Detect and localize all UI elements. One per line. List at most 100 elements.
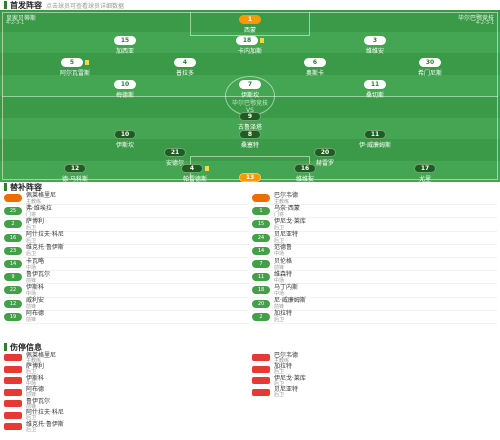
sub-row[interactable]: 12 威利安 前锋 [4, 297, 249, 311]
sub-row[interactable]: 1 乌奈·西蒙 门将 [252, 205, 497, 219]
away-player-8[interactable]: 8 桑塞特 [215, 130, 285, 149]
sub-row[interactable]: 11 维森特 中场 [252, 271, 497, 285]
player-badge-row: 5 [61, 58, 89, 67]
sub-row[interactable]: 2 萨博利 后卫 [4, 218, 249, 232]
injury-position: 后卫 [274, 380, 285, 387]
injury-info: 阿什拉夫·科尼 后卫 [26, 409, 64, 421]
sub-info: 卡瓦略 中场 [26, 258, 44, 271]
shirt-number: 3 [364, 36, 386, 45]
injury-row[interactable]: 萨博利 后卫 [4, 363, 249, 376]
home-player-8[interactable]: 30 希门尼斯 [395, 58, 465, 77]
sub-position: 后卫 [274, 224, 285, 231]
shirt-number-badge: 2 [4, 220, 22, 229]
sub-position: 后卫 [274, 238, 285, 245]
sub-info: 伊斯科 中场 [26, 284, 44, 297]
yellow-card-icon [260, 38, 264, 43]
shirt-number: 18 [236, 36, 258, 45]
shirt-number-badge: 11 [252, 273, 270, 282]
home-player-5[interactable]: 5 阿尔瓦雷斯 [40, 58, 110, 77]
injury-row[interactable]: 巴尔韦德 主教练 [252, 352, 497, 364]
player-badge-row: 6 [304, 58, 326, 67]
away-player-20[interactable]: 20 赫雷罗 [290, 148, 360, 167]
home-player-10[interactable]: 7 伊斯坎 [215, 80, 285, 99]
home-player-9[interactable]: 10 梅德斯 [90, 80, 160, 99]
sub-position: 门将 [274, 211, 285, 218]
sub-row[interactable]: 19 阿布德 前锋 [4, 310, 249, 324]
away-player-12[interactable]: 12 德·马科斯 [40, 164, 110, 182]
injury-row[interactable]: 阿布德 前锋 [4, 386, 249, 399]
injury-row[interactable]: 贝尼亚特 后卫 [252, 386, 497, 399]
injury-row[interactable]: 阿什拉夫·科尼 后卫 [4, 409, 249, 422]
away-player-16[interactable]: 16 维维安 [270, 164, 340, 182]
injury-header: 伤停信息 [0, 342, 500, 352]
injury-icon [4, 423, 22, 431]
pitch-center-line1: 毕尔巴鄂竞技 [231, 100, 268, 107]
injury-name: 伊斯科 [26, 374, 45, 382]
player-badge-row: 4 [181, 164, 209, 173]
away-team-label: 毕尔巴鄂竞技 [457, 15, 494, 22]
injury-row[interactable]: 伊斯科 中场 [4, 375, 249, 387]
away-player-21[interactable]: 21 安德尔 [140, 148, 210, 167]
away-player-10[interactable]: 10 伊斯坎 [90, 130, 160, 149]
injury-row[interactable]: 加拉特 后卫 [252, 363, 497, 376]
home-player-4[interactable]: 3 维维安 [340, 36, 410, 55]
sub-name: 加拉特 [274, 310, 293, 318]
injury-row[interactable]: 伊尼戈·莱库 后卫 [252, 375, 497, 387]
injury-row[interactable]: 维克托·鲁伊斯 后卫 [4, 421, 249, 433]
sub-info: 威利安 前锋 [26, 297, 44, 310]
sub-row[interactable]: 23 维克托·鲁伊斯 后卫 [4, 244, 249, 258]
away-player-17[interactable]: 17 尤里 [390, 164, 460, 182]
sub-name: 威利安 [26, 297, 45, 305]
sub-row[interactable]: 2 加拉特 后卫 [252, 310, 497, 324]
injury-name: 巴尔韦德 [274, 351, 299, 359]
sub-row[interactable]: 14 范德鲁 中场 [252, 244, 497, 258]
sub-row[interactable]: 巴尔韦德 主教练 [252, 191, 497, 206]
sub-position: 后卫 [26, 238, 37, 245]
injury-info: 伊尼戈·莱库 后卫 [274, 375, 306, 387]
sub-position: 中场 [274, 290, 285, 297]
sub-row[interactable]: 22 伊斯科 中场 [4, 284, 249, 298]
yellow-card-icon [205, 166, 209, 171]
sub-row[interactable]: 15 伊尼戈·莱库 后卫 [252, 217, 497, 232]
pitch-center-line2: VS [246, 107, 254, 114]
sub-row[interactable]: 24 贝尼亚特 后卫 [252, 231, 497, 245]
home-player-11[interactable]: 11 桑切斯 [340, 80, 410, 99]
sub-row[interactable]: 20 尼·威廉姆斯 前锋 [252, 297, 497, 311]
away-player-11[interactable]: 11 伊·威廉姆斯 [340, 130, 410, 149]
home-player-2[interactable]: 15 加西亚 [90, 36, 160, 55]
shirt-number-badge: 12 [4, 299, 22, 308]
sub-info: 范德鲁 中场 [274, 244, 292, 257]
player-name: 维维安 [365, 48, 384, 55]
home-player-3[interactable]: 18 卡内加斯 [215, 36, 285, 55]
injury-name: 阿什拉夫·科尼 [26, 409, 64, 417]
section-bar [4, 183, 7, 191]
sub-info: 贝伦格 前锋 [274, 258, 292, 271]
injury-info: 萨博利 后卫 [26, 363, 44, 375]
away-player-13[interactable]: 13 [215, 173, 285, 182]
away-player-9[interactable]: 9 古鲁泽塔 [215, 112, 285, 131]
sub-row[interactable]: 25 弗·维埃拉 门将 [4, 205, 249, 219]
shirt-number: 11 [364, 80, 386, 89]
shirt-number: 15 [114, 36, 136, 45]
home-player-7[interactable]: 6 奥斯卡 [280, 58, 350, 77]
sub-row[interactable]: 9 鲁伊瓦尔 前锋 [4, 271, 249, 285]
injury-icon [4, 365, 22, 373]
home-player-1[interactable]: 1 西蒙 [215, 15, 285, 34]
away-player-4[interactable]: 4 帕雷德斯 [160, 164, 230, 182]
home-player-6[interactable]: 4 普拉多 [150, 58, 220, 77]
sub-name: 伊尼戈·莱库 [274, 217, 306, 225]
sub-info: 维克托·鲁伊斯 后卫 [26, 244, 64, 257]
sub-info: 维森特 中场 [274, 271, 292, 284]
injury-row[interactable]: 鲁伊瓦尔 前锋 [4, 398, 249, 410]
player-name: 古鲁泽塔 [237, 124, 262, 131]
sub-row[interactable]: 14 卡瓦略 中场 [4, 258, 249, 272]
sub-row[interactable]: 16 阿什拉夫·科尼 后卫 [4, 231, 249, 245]
sub-info: 佩莱格里尼 主教练 [26, 192, 56, 205]
sub-name: 巴尔韦德 [274, 191, 299, 199]
sub-row[interactable]: 7 贝伦格 前锋 [252, 258, 497, 272]
injury-icon [252, 365, 270, 373]
sub-row[interactable]: 18 马丁内斯 中场 [252, 284, 497, 298]
injury-row[interactable]: 佩莱格里尼 主教练 [4, 352, 249, 364]
sub-name: 维森特 [274, 270, 293, 278]
sub-row[interactable]: 佩莱格里尼 主教练 [4, 192, 249, 206]
